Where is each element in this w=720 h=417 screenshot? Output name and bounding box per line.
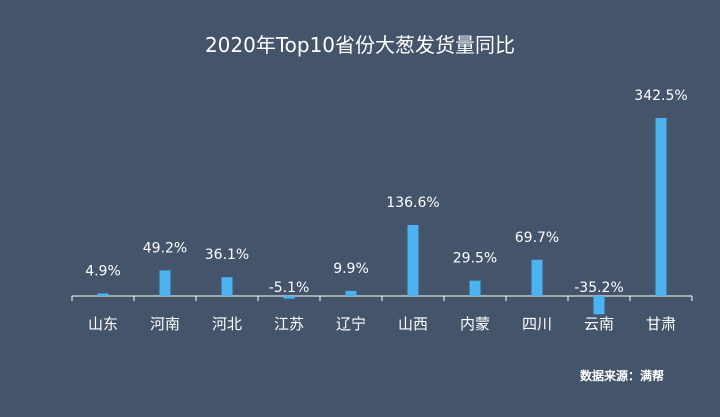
data-label: -5.1% [269, 280, 310, 296]
plot-area: 4.9% 山东 49.2% 河南 36.1% 河北 -5.1% 江苏 9.9% 辽宁 136.6% 山… [71, 88, 693, 333]
data-label: 4.9% [85, 263, 121, 279]
x-tick-label: 山东 [88, 315, 118, 333]
data-label: 29.5% [453, 251, 497, 267]
data-label: -35.2% [574, 280, 624, 296]
bar [593, 296, 605, 315]
data-label: 49.2% [143, 240, 187, 256]
bar [531, 259, 543, 296]
bar [159, 270, 171, 296]
data-label: 136.6% [386, 195, 439, 211]
x-tick-label: 河北 [212, 315, 242, 333]
x-tick-label: 云南 [584, 315, 614, 333]
bar [283, 296, 295, 299]
x-tick-label: 河南 [150, 315, 180, 333]
bar [469, 280, 481, 296]
x-tick-label: 内蒙 [460, 315, 490, 333]
bar [345, 290, 357, 296]
data-label: 9.9% [333, 261, 369, 277]
source-note: 数据来源：满帮 [580, 368, 664, 383]
x-tick-label: 江苏 [274, 315, 304, 333]
data-label: 69.7% [515, 230, 559, 246]
bar [221, 277, 233, 296]
x-tick-label: 辽宁 [336, 315, 366, 333]
bar [407, 225, 419, 296]
x-tick-label: 四川 [522, 315, 552, 333]
bar [655, 118, 667, 296]
x-tick-label: 甘肃 [646, 315, 676, 333]
data-label: 36.1% [205, 247, 249, 263]
bar [97, 293, 109, 296]
x-tick-label: 山西 [398, 315, 428, 333]
chart-title: 2020年Top10省份大葱发货量同比 [205, 33, 515, 57]
data-label: 342.5% [634, 88, 687, 104]
